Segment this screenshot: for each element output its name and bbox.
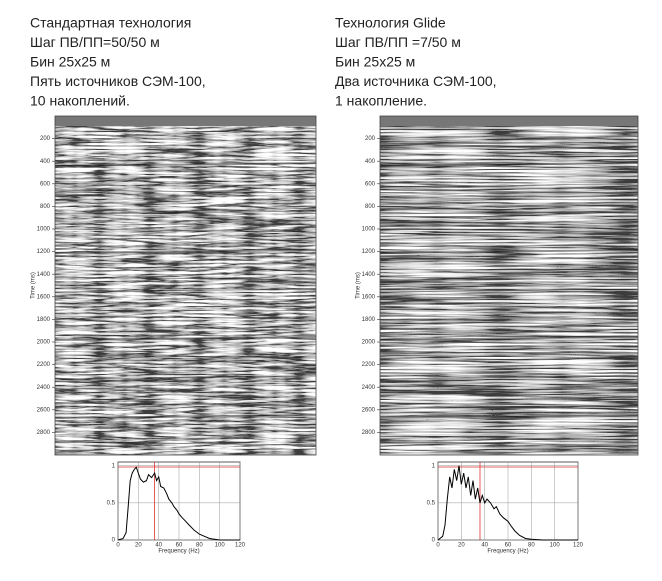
reflector xyxy=(54,228,317,233)
x-tick-label: 0 xyxy=(116,543,120,549)
y-tick-label: 800 xyxy=(40,204,51,210)
reflector xyxy=(379,228,639,233)
x-tick-label: 100 xyxy=(215,543,226,549)
y-tick-label: 1 xyxy=(112,463,116,469)
y-tick-label: 2800 xyxy=(362,430,376,436)
reflector xyxy=(379,189,639,194)
section-frame xyxy=(379,115,639,456)
reflector xyxy=(54,276,317,281)
x-tick-label: 40 xyxy=(481,543,488,549)
y-tick-label: 0.5 xyxy=(107,500,116,506)
y-tick-label: 1600 xyxy=(362,294,376,300)
x-tick-label: 0 xyxy=(436,543,440,549)
y-tick-label: 1400 xyxy=(37,272,51,278)
y-tick-label: 1200 xyxy=(362,249,376,255)
reflector xyxy=(379,336,639,341)
reflector xyxy=(54,402,317,407)
x-tick-label: 120 xyxy=(573,543,584,549)
y-tick-label: 2600 xyxy=(362,407,376,413)
x-tick-label: 80 xyxy=(196,543,203,549)
y-tick-label: 1200 xyxy=(37,249,51,255)
reflector xyxy=(54,336,317,341)
section-top-band xyxy=(380,116,638,126)
reflector xyxy=(54,249,317,254)
caption-line: Технология Glide xyxy=(335,15,446,31)
y-tick-label: 2000 xyxy=(37,340,51,346)
reflector xyxy=(379,441,639,446)
caption-line: Два источника СЭМ-100, xyxy=(335,73,497,89)
section-frame xyxy=(54,115,317,456)
y-tick-label: 0.5 xyxy=(427,500,436,506)
seismic-section xyxy=(380,116,638,455)
y-tick-label: 0 xyxy=(112,538,116,544)
y-tick-label: 400 xyxy=(40,159,51,165)
y-tick-label: 2000 xyxy=(362,340,376,346)
y-tick-label: 2600 xyxy=(37,407,51,413)
reflector xyxy=(379,162,639,167)
x-tick-label: 120 xyxy=(235,543,246,549)
seismic-section xyxy=(55,116,316,455)
reflector xyxy=(379,276,639,281)
y-tick-label: 1000 xyxy=(362,227,376,233)
caption-line: Пять источников СЭМ-100, xyxy=(30,73,206,89)
y-tick-label: 600 xyxy=(365,181,376,187)
x-tick-label: 60 xyxy=(176,543,183,549)
reflector xyxy=(379,402,639,407)
y-tick-label: 0 xyxy=(432,538,436,544)
x-tick-label: 60 xyxy=(505,543,512,549)
caption-line: Шаг ПВ/ПП=50/50 м xyxy=(30,34,160,50)
reflector xyxy=(379,414,639,419)
y-tick-label: 2400 xyxy=(362,385,376,391)
section-top-band xyxy=(55,116,316,126)
x-tick-label: 20 xyxy=(458,543,465,549)
reflector xyxy=(379,315,639,320)
reflector xyxy=(379,210,639,215)
y-tick-label: 1800 xyxy=(37,317,51,323)
reflector xyxy=(54,210,317,215)
y-tick-label: 600 xyxy=(40,181,51,187)
y-tick-label: 2200 xyxy=(37,362,51,368)
y-tick-label: 800 xyxy=(365,204,376,210)
y-tick-label: 1800 xyxy=(362,317,376,323)
y-tick-label: 1400 xyxy=(362,272,376,278)
y-tick-label: 1600 xyxy=(37,294,51,300)
reflector xyxy=(379,354,639,359)
y-tick-label: 2800 xyxy=(37,430,51,436)
spectrum-line xyxy=(117,466,240,541)
x-tick-label: 20 xyxy=(135,543,142,549)
reflector xyxy=(54,315,317,320)
y-tick-label: 200 xyxy=(40,136,51,142)
reflector xyxy=(379,375,639,380)
caption-line: 10 накоплений. xyxy=(30,93,130,109)
x-axis-label: Frequency (Hz) xyxy=(487,549,528,555)
x-tick-label: 80 xyxy=(528,543,535,549)
reflector xyxy=(54,162,317,167)
y-tick-label: 2200 xyxy=(362,362,376,368)
y-tick-label: 1 xyxy=(432,463,436,469)
x-tick-label: 40 xyxy=(155,543,162,549)
y-tick-label: 1000 xyxy=(37,227,51,233)
caption-line: Бин 25x25 м xyxy=(30,54,110,70)
reflector xyxy=(54,414,317,419)
reflector xyxy=(54,375,317,380)
x-axis-label: Frequency (Hz) xyxy=(158,549,199,555)
caption-line: Бин 25x25 м xyxy=(335,54,415,70)
reflector xyxy=(54,441,317,446)
reflector xyxy=(54,354,317,359)
y-tick-label: 200 xyxy=(365,136,376,142)
y-axis-label: Time (ms) xyxy=(356,272,362,299)
y-axis-label: Time (ms) xyxy=(31,272,37,299)
y-tick-label: 400 xyxy=(365,159,376,165)
reflector xyxy=(379,249,639,254)
reflector xyxy=(54,189,317,194)
caption-line: Стандартная технология xyxy=(30,15,191,31)
caption-line: Шаг ПВ/ПП =7/50 м xyxy=(335,34,461,50)
spectrum-line xyxy=(437,465,578,541)
reflector xyxy=(379,288,639,293)
x-tick-label: 100 xyxy=(550,543,561,549)
reflector xyxy=(54,288,317,293)
y-tick-label: 2400 xyxy=(37,385,51,391)
caption-line: 1 накопление. xyxy=(335,93,427,109)
